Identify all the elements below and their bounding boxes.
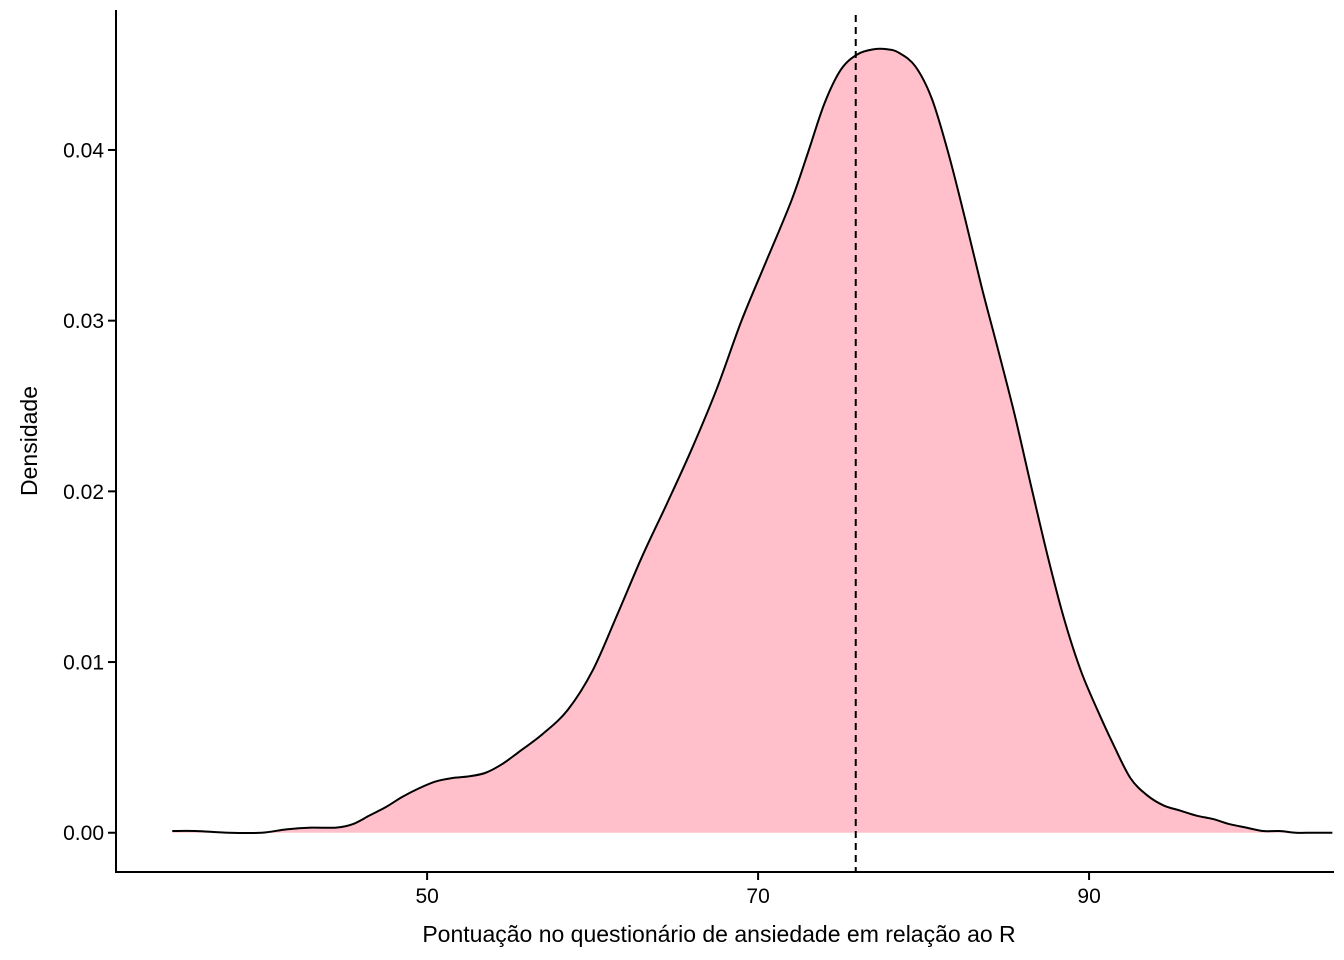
density-area: [172, 48, 1333, 834]
y-tick-label: 0.04: [63, 139, 104, 162]
x-axis-title: Pontuação no questionário de ansiedade e…: [422, 921, 1015, 947]
x-tick-label: 50: [415, 885, 438, 908]
x-tick-label: 70: [746, 885, 769, 908]
x-axis-ticks: 50 70 90: [415, 872, 1101, 908]
x-tick-label: 90: [1077, 885, 1100, 908]
density-curve: [172, 47, 1333, 835]
y-tick-label: 0.01: [63, 652, 104, 675]
y-tick-label: 0.00: [63, 822, 104, 845]
y-axis-title: Densidade: [16, 386, 42, 496]
plot-area: [172, 15, 1333, 872]
y-tick-label: 0.03: [63, 310, 104, 333]
y-axis-ticks: 0.00 0.01 0.02 0.03 0.04: [63, 139, 116, 845]
y-tick-label: 0.02: [63, 481, 104, 504]
